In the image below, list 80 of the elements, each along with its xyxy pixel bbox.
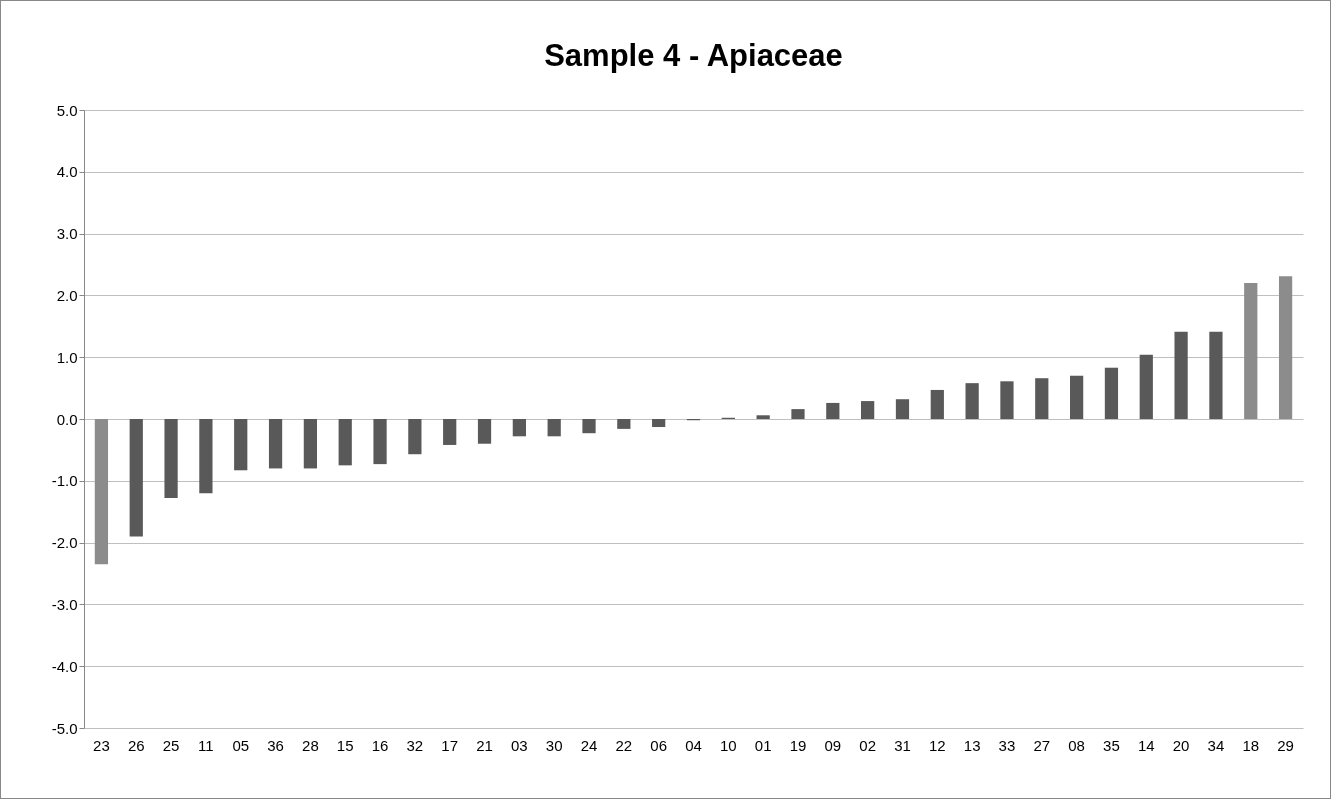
bar bbox=[164, 419, 178, 499]
x-tick-label: 08 bbox=[1068, 736, 1085, 754]
bar bbox=[1278, 276, 1293, 419]
x-tick-label: 24 bbox=[580, 736, 598, 754]
x-tick-label: 16 bbox=[371, 736, 389, 754]
bar bbox=[1209, 331, 1223, 419]
bar bbox=[582, 419, 596, 434]
x-tick-label: 19 bbox=[789, 736, 807, 754]
x-tick-label: 05 bbox=[232, 736, 250, 754]
bar bbox=[1070, 375, 1084, 419]
bar bbox=[756, 415, 770, 419]
bar bbox=[617, 419, 631, 429]
bar bbox=[199, 419, 213, 494]
x-tick-label: 36 bbox=[267, 736, 284, 754]
bar bbox=[373, 419, 387, 465]
x-tick-label: 15 bbox=[336, 736, 354, 754]
y-tick-label: -4.0 bbox=[51, 657, 78, 675]
x-tick-label: 34 bbox=[1207, 736, 1225, 754]
x-tick-label: 17 bbox=[441, 736, 459, 754]
bar bbox=[129, 419, 143, 537]
bar bbox=[408, 419, 422, 455]
y-tick-label: -1.0 bbox=[51, 472, 78, 490]
x-tick-label: 13 bbox=[963, 736, 981, 754]
bar bbox=[1035, 378, 1049, 419]
x-tick-label: 32 bbox=[406, 736, 424, 754]
y-tick-label: -5.0 bbox=[51, 719, 78, 737]
bar bbox=[1139, 354, 1153, 419]
chart-title: Sample 4 - Apiaceae bbox=[544, 38, 843, 73]
x-tick-label: 12 bbox=[928, 736, 946, 754]
x-tick-label: 20 bbox=[1172, 736, 1190, 754]
x-tick-label: 22 bbox=[615, 736, 633, 754]
x-tick-label: 31 bbox=[894, 736, 911, 754]
x-tick-label: 25 bbox=[162, 736, 180, 754]
y-tick-label: -2.0 bbox=[51, 534, 78, 552]
bar bbox=[652, 419, 666, 428]
x-tick-label: 26 bbox=[127, 736, 145, 754]
x-tick-label: 02 bbox=[859, 736, 876, 754]
x-tick-label: 30 bbox=[545, 736, 563, 754]
bar bbox=[547, 419, 561, 437]
bar bbox=[512, 419, 526, 437]
y-tick-label: 2.0 bbox=[56, 286, 78, 304]
x-tick-label: 28 bbox=[302, 736, 319, 754]
bar bbox=[234, 419, 248, 471]
bar bbox=[94, 419, 109, 565]
x-tick-label: 14 bbox=[1137, 736, 1155, 754]
bar bbox=[268, 419, 283, 469]
y-tick-label: -3.0 bbox=[51, 595, 78, 613]
x-tick-label: 23 bbox=[93, 736, 110, 754]
x-tick-label: 29 bbox=[1277, 736, 1294, 754]
bar bbox=[895, 399, 910, 419]
bar bbox=[1174, 331, 1188, 419]
x-tick-label: 06 bbox=[650, 736, 668, 754]
x-tick-label: 33 bbox=[998, 736, 1016, 754]
y-tick-label: 0.0 bbox=[56, 410, 78, 428]
x-tick-label: 21 bbox=[476, 736, 493, 754]
bar bbox=[930, 389, 944, 419]
y-tick-label: 5.0 bbox=[56, 101, 78, 119]
x-tick-label: 35 bbox=[1103, 736, 1120, 754]
x-tick-label: 18 bbox=[1242, 736, 1260, 754]
bar bbox=[338, 419, 352, 466]
bar bbox=[443, 419, 457, 445]
bar bbox=[477, 419, 492, 444]
x-tick-label: 01 bbox=[754, 736, 772, 754]
bar bbox=[1104, 367, 1119, 419]
bar bbox=[965, 383, 979, 419]
bar bbox=[791, 409, 805, 419]
bar bbox=[1244, 283, 1258, 419]
bar bbox=[826, 402, 840, 419]
y-tick-label: 1.0 bbox=[56, 348, 78, 366]
x-tick-label: 09 bbox=[824, 736, 842, 754]
x-tick-label: 11 bbox=[198, 736, 214, 754]
x-tick-label: 04 bbox=[685, 736, 702, 754]
x-tick-label: 27 bbox=[1033, 736, 1051, 754]
x-tick-label: 10 bbox=[719, 736, 737, 754]
y-tick-label: 4.0 bbox=[56, 163, 78, 181]
y-tick-label: 3.0 bbox=[56, 225, 78, 243]
x-tick-label: 03 bbox=[511, 736, 528, 754]
bar bbox=[1000, 381, 1014, 419]
bar bbox=[303, 419, 317, 469]
bar bbox=[861, 401, 875, 419]
